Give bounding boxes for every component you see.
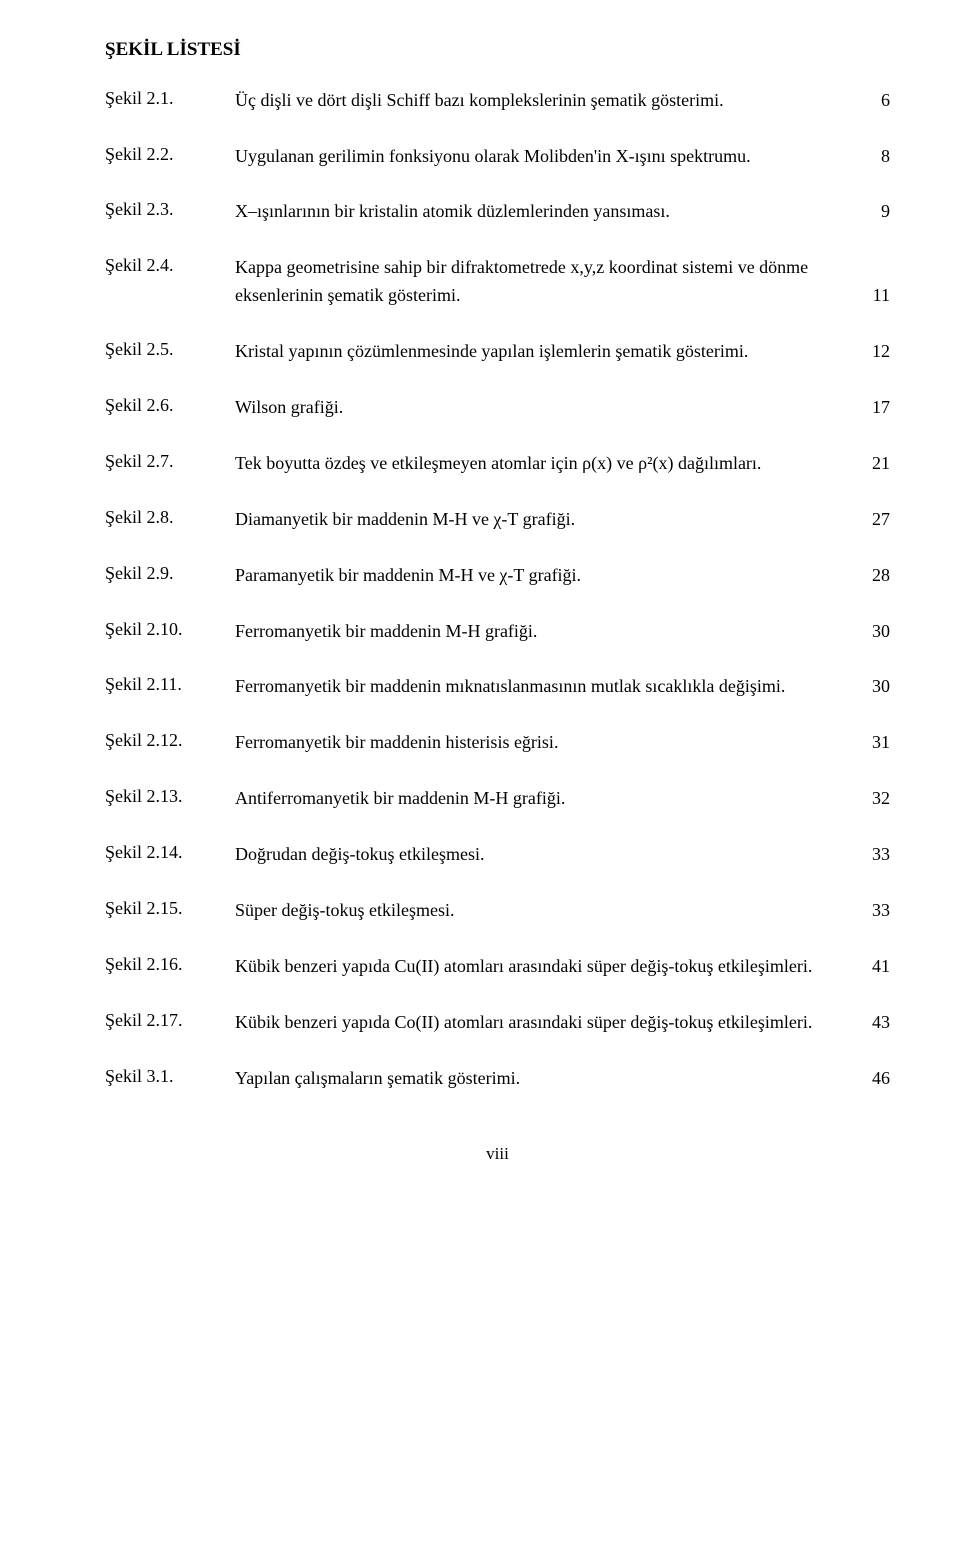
figure-label: Şekil 2.17. <box>105 1009 235 1032</box>
figure-desc-wrap: Üç dişli ve dört dişli Schiff bazı kompl… <box>235 87 890 115</box>
list-item: Şekil 3.1.Yapılan çalışmaların şematik g… <box>105 1065 890 1093</box>
figure-description: Uygulanan gerilimin fonksiyonu olarak Mo… <box>235 143 854 171</box>
list-item: Şekil 2.11.Ferromanyetik bir maddenin mı… <box>105 673 890 701</box>
figure-page: 30 <box>854 618 890 646</box>
figure-description: Wilson grafiği. <box>235 394 854 422</box>
figure-description: Süper değiş-tokuş etkileşmesi. <box>235 897 854 925</box>
figure-desc-wrap: Doğrudan değiş-tokuş etkileşmesi.33 <box>235 841 890 869</box>
list-item: Şekil 2.4.Kappa geometrisine sahip bir d… <box>105 254 890 310</box>
figure-label: Şekil 2.13. <box>105 785 235 808</box>
list-item: Şekil 2.2.Uygulanan gerilimin fonksiyonu… <box>105 143 890 171</box>
figure-desc-wrap: Tek boyutta özdeş ve etkileşmeyen atomla… <box>235 450 890 478</box>
figure-desc-wrap: Yapılan çalışmaların şematik gösterimi.4… <box>235 1065 890 1093</box>
list-item: Şekil 2.6.Wilson grafiği.17 <box>105 394 890 422</box>
figure-description: Antiferromanyetik bir maddenin M-H grafi… <box>235 785 854 813</box>
figure-page: 33 <box>854 841 890 869</box>
figure-description: Tek boyutta özdeş ve etkileşmeyen atomla… <box>235 450 854 478</box>
figure-page: 9 <box>854 198 890 226</box>
figure-page: 12 <box>854 338 890 366</box>
figure-label: Şekil 2.8. <box>105 506 235 529</box>
figure-label: Şekil 2.1. <box>105 87 235 110</box>
figure-label: Şekil 2.4. <box>105 254 235 277</box>
figure-page: 30 <box>854 673 890 701</box>
figure-desc-wrap: Antiferromanyetik bir maddenin M-H grafi… <box>235 785 890 813</box>
list-item: Şekil 2.12.Ferromanyetik bir maddenin hi… <box>105 729 890 757</box>
figure-label: Şekil 2.16. <box>105 953 235 976</box>
figure-page: 11 <box>854 282 890 310</box>
figure-description: Kübik benzeri yapıda Co(II) atomları ara… <box>235 1009 854 1037</box>
list-item: Şekil 2.7.Tek boyutta özdeş ve etkileşme… <box>105 450 890 478</box>
figure-description: Kristal yapının çözümlenmesinde yapılan … <box>235 338 854 366</box>
figure-desc-wrap: Kübik benzeri yapıda Cu(II) atomları ara… <box>235 953 890 981</box>
list-item: Şekil 2.5.Kristal yapının çözümlenmesind… <box>105 338 890 366</box>
figure-label: Şekil 2.7. <box>105 450 235 473</box>
figure-page: 46 <box>854 1065 890 1093</box>
figure-page: 8 <box>854 143 890 171</box>
figure-label: Şekil 2.15. <box>105 897 235 920</box>
figure-description: Yapılan çalışmaların şematik gösterimi. <box>235 1065 854 1093</box>
figure-desc-wrap: X–ışınlarının bir kristalin atomik düzle… <box>235 198 890 226</box>
figure-label: Şekil 2.6. <box>105 394 235 417</box>
list-item: Şekil 2.14.Doğrudan değiş-tokuş etkileşm… <box>105 841 890 869</box>
list-item: Şekil 2.9.Paramanyetik bir maddenin M-H … <box>105 562 890 590</box>
figure-desc-wrap: Uygulanan gerilimin fonksiyonu olarak Mo… <box>235 143 890 171</box>
figure-label: Şekil 2.12. <box>105 729 235 752</box>
list-item: Şekil 2.1.Üç dişli ve dört dişli Schiff … <box>105 87 890 115</box>
figure-page: 43 <box>854 1009 890 1037</box>
page-title: ŞEKİL LİSTESİ <box>105 38 890 63</box>
list-item: Şekil 2.17.Kübik benzeri yapıda Co(II) a… <box>105 1009 890 1037</box>
list-item: Şekil 2.13.Antiferromanyetik bir maddeni… <box>105 785 890 813</box>
figure-label: Şekil 2.5. <box>105 338 235 361</box>
figure-desc-wrap: Ferromanyetik bir maddenin M-H grafiği.3… <box>235 618 890 646</box>
figure-desc-wrap: Ferromanyetik bir maddenin histerisis eğ… <box>235 729 890 757</box>
figure-description: X–ışınlarının bir kristalin atomik düzle… <box>235 198 854 226</box>
figure-list: Şekil 2.1.Üç dişli ve dört dişli Schiff … <box>105 87 890 1093</box>
page-number: viii <box>105 1143 890 1165</box>
figure-desc-wrap: Kristal yapının çözümlenmesinde yapılan … <box>235 338 890 366</box>
figure-page: 31 <box>854 729 890 757</box>
list-item: Şekil 2.10.Ferromanyetik bir maddenin M-… <box>105 618 890 646</box>
figure-desc-wrap: Paramanyetik bir maddenin M-H ve χ-T gra… <box>235 562 890 590</box>
figure-desc-wrap: Süper değiş-tokuş etkileşmesi.33 <box>235 897 890 925</box>
figure-desc-wrap: Kübik benzeri yapıda Co(II) atomları ara… <box>235 1009 890 1037</box>
figure-description: Ferromanyetik bir maddenin mıknatıslanma… <box>235 673 854 701</box>
list-item: Şekil 2.15.Süper değiş-tokuş etkileşmesi… <box>105 897 890 925</box>
figure-description: Ferromanyetik bir maddenin M-H grafiği. <box>235 618 854 646</box>
list-item: Şekil 2.3.X–ışınlarının bir kristalin at… <box>105 198 890 226</box>
figure-label: Şekil 2.11. <box>105 673 235 696</box>
list-item: Şekil 2.8.Diamanyetik bir maddenin M-H v… <box>105 506 890 534</box>
figure-description: Paramanyetik bir maddenin M-H ve χ-T gra… <box>235 562 854 590</box>
figure-label: Şekil 2.9. <box>105 562 235 585</box>
list-item: Şekil 2.16.Kübik benzeri yapıda Cu(II) a… <box>105 953 890 981</box>
figure-page: 6 <box>854 87 890 115</box>
figure-description: Diamanyetik bir maddenin M-H ve χ-T graf… <box>235 506 854 534</box>
figure-label: Şekil 2.3. <box>105 198 235 221</box>
figure-description: Üç dişli ve dört dişli Schiff bazı kompl… <box>235 87 854 115</box>
figure-desc-wrap: Ferromanyetik bir maddenin mıknatıslanma… <box>235 673 890 701</box>
figure-desc-wrap: Kappa geometrisine sahip bir difraktomet… <box>235 254 890 310</box>
figure-description: Doğrudan değiş-tokuş etkileşmesi. <box>235 841 854 869</box>
figure-page: 33 <box>854 897 890 925</box>
figure-description: Ferromanyetik bir maddenin histerisis eğ… <box>235 729 854 757</box>
figure-description: Kappa geometrisine sahip bir difraktomet… <box>235 254 854 310</box>
figure-label: Şekil 2.14. <box>105 841 235 864</box>
figure-page: 27 <box>854 506 890 534</box>
figure-label: Şekil 2.10. <box>105 618 235 641</box>
figure-page: 21 <box>854 450 890 478</box>
figure-label: Şekil 2.2. <box>105 143 235 166</box>
figure-page: 32 <box>854 785 890 813</box>
figure-page: 41 <box>854 953 890 981</box>
figure-desc-wrap: Diamanyetik bir maddenin M-H ve χ-T graf… <box>235 506 890 534</box>
figure-page: 28 <box>854 562 890 590</box>
figure-page: 17 <box>854 394 890 422</box>
figure-desc-wrap: Wilson grafiği.17 <box>235 394 890 422</box>
figure-description: Kübik benzeri yapıda Cu(II) atomları ara… <box>235 953 854 981</box>
figure-label: Şekil 3.1. <box>105 1065 235 1088</box>
